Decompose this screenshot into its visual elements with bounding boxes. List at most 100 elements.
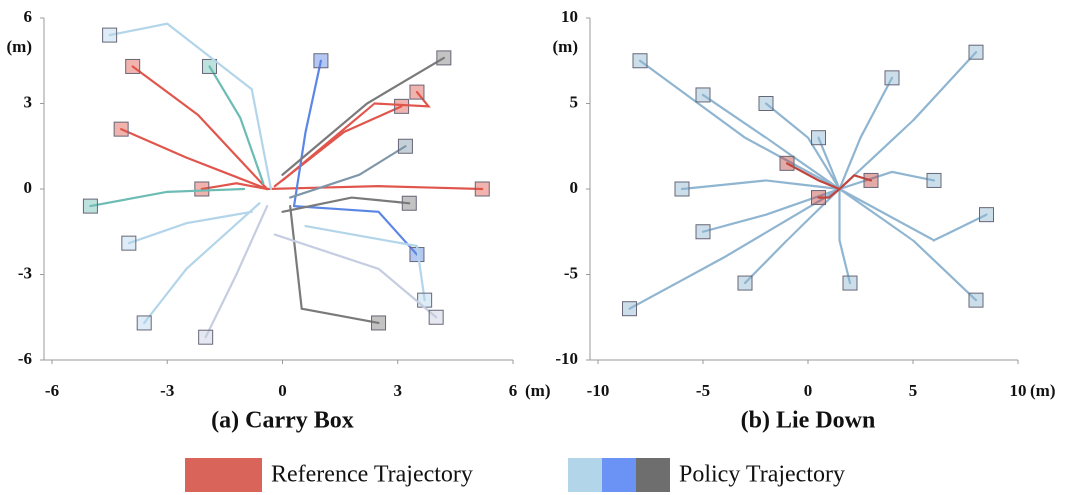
endpoint xyxy=(695,87,711,103)
endpoint xyxy=(436,50,452,66)
endpoint xyxy=(884,70,900,86)
trajectory xyxy=(281,196,411,213)
trajectory xyxy=(292,59,323,208)
legend-swatch xyxy=(636,458,670,492)
endpoint xyxy=(313,53,329,69)
x-tick-label: 0 xyxy=(804,381,813,400)
legend-label: Policy Trajectory xyxy=(679,462,845,488)
y-tick-label: -6 xyxy=(18,349,32,368)
y-unit: (m) xyxy=(553,37,578,56)
trajectory xyxy=(200,182,269,191)
trajectory xyxy=(838,187,852,285)
x-tick-label: -10 xyxy=(587,381,610,400)
y-tick-label: 0 xyxy=(24,178,33,197)
endpoint xyxy=(737,275,753,291)
endpoint xyxy=(926,172,942,188)
trajectory xyxy=(838,170,936,191)
endpoint xyxy=(695,224,711,240)
endpoint xyxy=(136,315,152,331)
y-tick-label: -3 xyxy=(18,263,32,282)
x-tick-label: -3 xyxy=(160,381,174,400)
x-unit: (m) xyxy=(1030,381,1055,400)
trajectory xyxy=(289,205,380,325)
y-unit: (m) xyxy=(7,37,32,56)
y-tick-label: 6 xyxy=(24,7,33,26)
endpoint xyxy=(113,121,129,137)
endpoint xyxy=(863,172,879,188)
endpoint xyxy=(125,58,141,74)
endpoint xyxy=(968,44,984,60)
trajectory xyxy=(838,187,978,302)
x-tick-label: 5 xyxy=(909,381,918,400)
endpoint xyxy=(979,207,994,223)
trajectory xyxy=(273,105,403,188)
trajectory xyxy=(817,136,841,191)
endpoint xyxy=(121,235,137,251)
trajectory xyxy=(838,76,894,191)
trajectory xyxy=(89,187,246,208)
trajectory xyxy=(143,202,261,325)
endpoint xyxy=(401,195,417,211)
endpoint xyxy=(811,130,826,146)
chart-title: (b) Lie Down xyxy=(741,408,876,434)
endpoint xyxy=(198,329,214,345)
trajectory xyxy=(785,162,841,191)
x-tick-label: -6 xyxy=(45,381,59,400)
trajectory xyxy=(838,174,873,191)
legend-label: Reference Trajectory xyxy=(271,462,473,488)
endpoint xyxy=(194,181,210,197)
y-tick-label: -10 xyxy=(555,349,578,368)
endpoint xyxy=(371,315,387,331)
endpoint xyxy=(82,198,98,214)
endpoint xyxy=(758,96,774,111)
endpoint xyxy=(102,27,118,43)
x-tick-label: 3 xyxy=(394,381,403,400)
endpoint xyxy=(674,181,690,197)
endpoint xyxy=(409,84,425,100)
trajectory xyxy=(127,210,253,245)
trajectory xyxy=(273,233,438,319)
trajectory xyxy=(208,65,265,185)
trajectory xyxy=(281,56,445,176)
trajectory xyxy=(701,187,841,233)
trajectory xyxy=(680,179,841,191)
endpoint xyxy=(202,58,218,74)
endpoint xyxy=(417,292,433,308)
endpoint xyxy=(428,309,444,325)
y-tick-label: 0 xyxy=(570,178,579,197)
x-tick-label: 0 xyxy=(278,381,287,400)
x-tick-label: 10 xyxy=(1010,381,1027,400)
trajectory xyxy=(838,51,978,191)
endpoint xyxy=(779,155,795,171)
trajectory xyxy=(638,59,841,191)
endpoint xyxy=(968,292,984,308)
legend-swatch xyxy=(185,458,262,492)
y-tick-label: -5 xyxy=(564,263,578,282)
chart-title: (a) Carry Box xyxy=(211,408,354,434)
endpoint xyxy=(632,53,648,69)
endpoint xyxy=(397,138,413,154)
legend-swatch xyxy=(602,458,636,492)
trajectory xyxy=(817,187,841,199)
x-unit: (m) xyxy=(525,381,550,400)
x-tick-label: -5 xyxy=(696,381,710,400)
trajectory xyxy=(764,102,841,191)
trajectory xyxy=(289,145,407,199)
y-tick-label: 3 xyxy=(24,92,33,111)
trajectory xyxy=(838,187,988,242)
trajectory xyxy=(131,65,269,191)
x-tick-label: 6 xyxy=(509,381,518,400)
trajectory xyxy=(743,187,841,285)
trajectory xyxy=(701,93,841,191)
endpoint xyxy=(622,301,637,317)
y-tick-label: 5 xyxy=(570,92,579,111)
trajectory xyxy=(628,187,841,310)
trajectory xyxy=(266,185,484,191)
trajectory xyxy=(204,205,269,339)
endpoint xyxy=(811,190,826,206)
endpoint xyxy=(394,98,410,114)
endpoint xyxy=(474,181,490,197)
y-tick-label: 10 xyxy=(561,7,578,26)
endpoint xyxy=(842,275,858,291)
